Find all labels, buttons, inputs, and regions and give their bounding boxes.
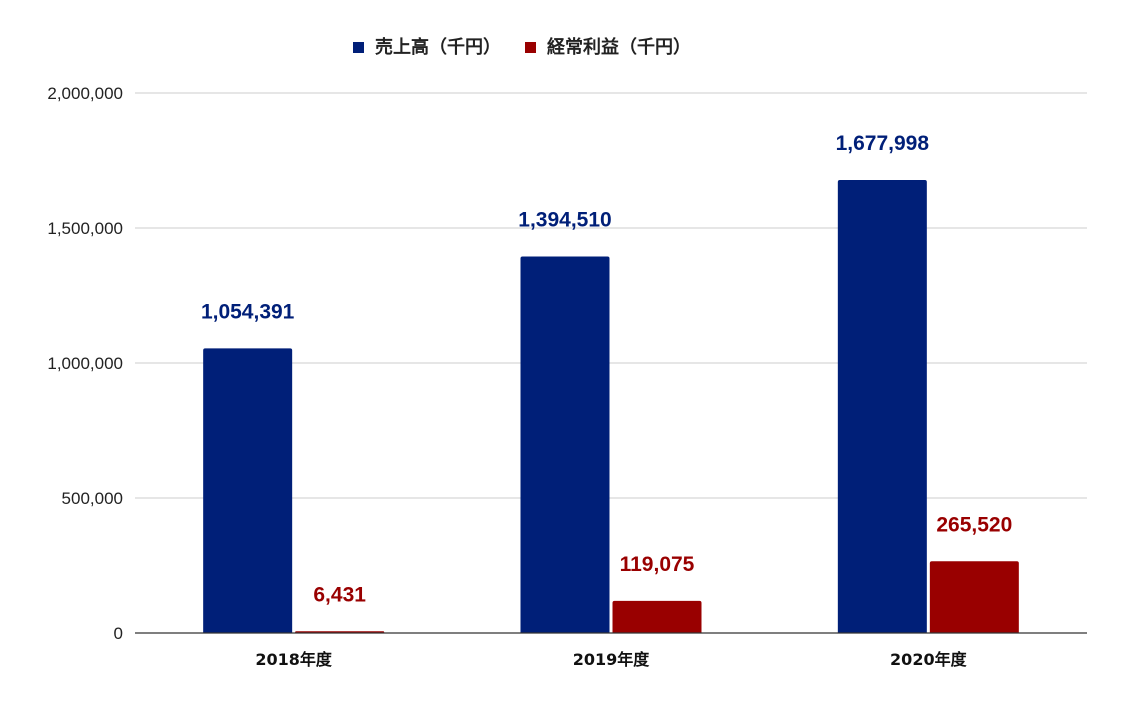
legend-label: 売上高（千円） xyxy=(375,36,501,58)
x-tick-label: 2018年度 xyxy=(255,650,333,669)
data-label: 1,677,998 xyxy=(836,132,930,155)
data-labels: 1,054,391 6,431 1,394,510 119,075 1,677,998 2… xyxy=(201,132,1012,606)
y-tick-label: 500,000 xyxy=(62,489,123,508)
data-label: 265,520 xyxy=(936,513,1012,536)
x-tick-label: 2020年度 xyxy=(890,650,968,669)
y-tick-label: 1,500,000 xyxy=(47,219,123,238)
bar-sales-2 xyxy=(520,256,610,633)
data-label: 1,054,391 xyxy=(201,300,295,323)
bar-sales-1 xyxy=(203,348,293,633)
y-axis-tick-labels: 0 500,000 1,000,000 1,500,000 2,000,000 xyxy=(47,84,123,643)
y-tick-label: 1,000,000 xyxy=(47,354,123,373)
x-axis-category-labels: 2018年度 2019年度 2020年度 xyxy=(255,650,967,669)
legend-swatch xyxy=(353,42,364,53)
bars xyxy=(203,179,1019,633)
legend-label: 経常利益（千円） xyxy=(547,36,691,58)
y-tick-label: 2,000,000 xyxy=(47,84,123,103)
x-tick-label: 2019年度 xyxy=(573,650,651,669)
bar-sales-3 xyxy=(837,179,927,633)
y-tick-label: 0 xyxy=(114,624,123,643)
legend: 売上高（千円） 経常利益（千円） xyxy=(353,36,691,58)
bar-ordinary-profit-3 xyxy=(929,561,1019,633)
gridlines xyxy=(135,92,1087,499)
data-label: 119,075 xyxy=(620,553,695,576)
legend-swatch xyxy=(525,42,536,53)
data-label: 1,394,510 xyxy=(518,208,611,231)
data-label: 6,431 xyxy=(313,583,366,606)
bar-ordinary-profit-2 xyxy=(612,600,702,633)
